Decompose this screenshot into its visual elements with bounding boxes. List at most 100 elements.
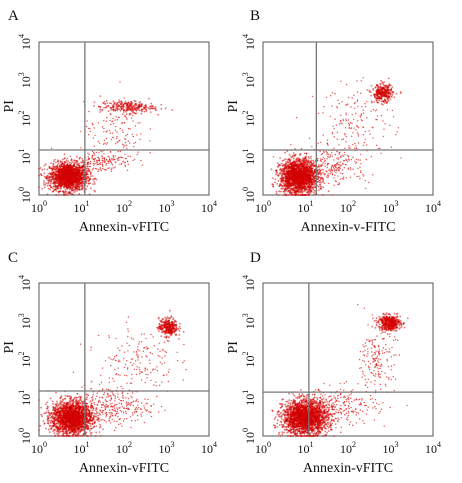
- data-point: [80, 161, 82, 164]
- data-point: [38, 174, 40, 177]
- data-point: [101, 108, 104, 111]
- data-point: [317, 189, 320, 192]
- data-point: [76, 190, 78, 192]
- data-point: [294, 185, 297, 188]
- data-point: [94, 134, 96, 137]
- data-point: [360, 171, 362, 174]
- data-point: [119, 106, 122, 108]
- data-point: [333, 165, 336, 167]
- data-point: [356, 147, 358, 150]
- data-point: [43, 175, 46, 178]
- data-point: [337, 164, 340, 166]
- data-point: [376, 93, 379, 95]
- data-point: [136, 134, 138, 136]
- data-point: [88, 170, 91, 172]
- data-point: [305, 162, 308, 165]
- data-point: [378, 99, 381, 102]
- data-point: [282, 172, 285, 175]
- data-point: [365, 187, 367, 190]
- data-point: [293, 161, 296, 163]
- data-point: [287, 194, 290, 196]
- data-point: [308, 137, 311, 139]
- data-point: [302, 180, 304, 183]
- data-point: [48, 184, 51, 187]
- data-point: [319, 179, 321, 182]
- data-point: [362, 144, 365, 147]
- data-point: [313, 189, 316, 192]
- data-point: [72, 172, 75, 175]
- data-point: [44, 163, 47, 166]
- data-point: [97, 105, 100, 108]
- data-point: [111, 163, 113, 165]
- data-point: [122, 146, 125, 149]
- data-point: [382, 86, 384, 89]
- data-point: [386, 85, 389, 88]
- data-point: [378, 91, 381, 94]
- data-point: [369, 91, 372, 94]
- y-tick-label: 102: [17, 111, 33, 127]
- data-point: [297, 164, 300, 166]
- data-point: [93, 101, 96, 104]
- data-point: [60, 187, 62, 190]
- data-point: [350, 158, 353, 161]
- data-point: [97, 122, 100, 124]
- data-point: [338, 153, 340, 155]
- data-point: [278, 163, 281, 166]
- data-point: [311, 181, 314, 184]
- data-point: [318, 170, 321, 173]
- data-point: [46, 168, 49, 171]
- data-point: [295, 168, 297, 171]
- data-point: [341, 178, 344, 180]
- data-point: [121, 107, 124, 110]
- data-point: [124, 165, 127, 168]
- data-point: [138, 109, 141, 112]
- data-point: [56, 159, 59, 162]
- data-point: [103, 120, 105, 122]
- data-point: [339, 161, 341, 163]
- data-point: [291, 189, 294, 192]
- data-point: [75, 180, 78, 183]
- data-point: [352, 118, 355, 121]
- data-point: [93, 183, 96, 185]
- data-point: [101, 151, 103, 153]
- data-point: [43, 164, 46, 167]
- data-point: [365, 144, 368, 146]
- data-point: [92, 167, 95, 170]
- data-point: [63, 171, 66, 174]
- data-point: [103, 153, 105, 155]
- data-point: [348, 159, 351, 161]
- data-point: [290, 166, 293, 169]
- data-point: [110, 138, 113, 141]
- data-point: [356, 100, 359, 103]
- data-point: [74, 187, 77, 190]
- data-point: [78, 164, 81, 167]
- data-point: [87, 156, 90, 158]
- data-point: [305, 194, 308, 196]
- data-point: [270, 168, 273, 171]
- data-point: [94, 167, 97, 170]
- data-point: [342, 172, 344, 175]
- data-point: [125, 116, 128, 119]
- data-point: [322, 177, 324, 180]
- data-point: [292, 152, 295, 155]
- data-point: [385, 102, 388, 104]
- data-point: [355, 158, 358, 160]
- data-point: [65, 168, 68, 171]
- data-point: [58, 165, 61, 168]
- data-point: [92, 137, 95, 139]
- data-point: [70, 169, 72, 172]
- data-point: [93, 158, 96, 161]
- data-point: [339, 167, 341, 169]
- data-point: [117, 104, 120, 106]
- data-point: [66, 188, 69, 190]
- data-point: [109, 151, 112, 153]
- data-point: [149, 111, 152, 113]
- data-point: [134, 141, 137, 144]
- data-point: [345, 158, 347, 161]
- data-point: [64, 160, 66, 163]
- data-point: [304, 188, 307, 191]
- data-point: [99, 167, 102, 169]
- data-point: [331, 174, 334, 176]
- data-point: [380, 100, 383, 103]
